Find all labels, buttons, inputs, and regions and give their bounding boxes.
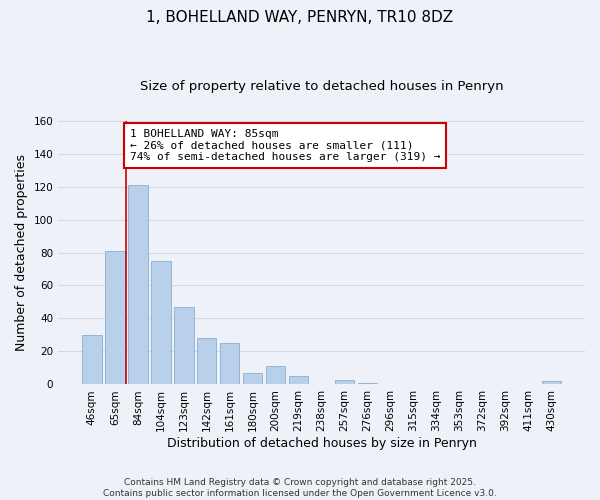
Bar xyxy=(358,383,377,384)
Bar xyxy=(174,307,194,384)
X-axis label: Distribution of detached houses by size in Penryn: Distribution of detached houses by size … xyxy=(167,437,476,450)
Bar xyxy=(243,373,262,384)
Bar xyxy=(151,261,170,384)
Bar xyxy=(289,376,308,384)
Bar xyxy=(266,366,286,384)
Bar xyxy=(542,381,561,384)
Text: 1 BOHELLAND WAY: 85sqm
← 26% of detached houses are smaller (111)
74% of semi-de: 1 BOHELLAND WAY: 85sqm ← 26% of detached… xyxy=(130,129,440,162)
Bar xyxy=(105,251,125,384)
Bar xyxy=(128,185,148,384)
Bar xyxy=(335,380,355,384)
Text: Contains HM Land Registry data © Crown copyright and database right 2025.
Contai: Contains HM Land Registry data © Crown c… xyxy=(103,478,497,498)
Title: Size of property relative to detached houses in Penryn: Size of property relative to detached ho… xyxy=(140,80,503,93)
Bar xyxy=(197,338,217,384)
Bar xyxy=(82,335,101,384)
Bar xyxy=(220,343,239,384)
Y-axis label: Number of detached properties: Number of detached properties xyxy=(15,154,28,351)
Text: 1, BOHELLAND WAY, PENRYN, TR10 8DZ: 1, BOHELLAND WAY, PENRYN, TR10 8DZ xyxy=(146,10,454,25)
